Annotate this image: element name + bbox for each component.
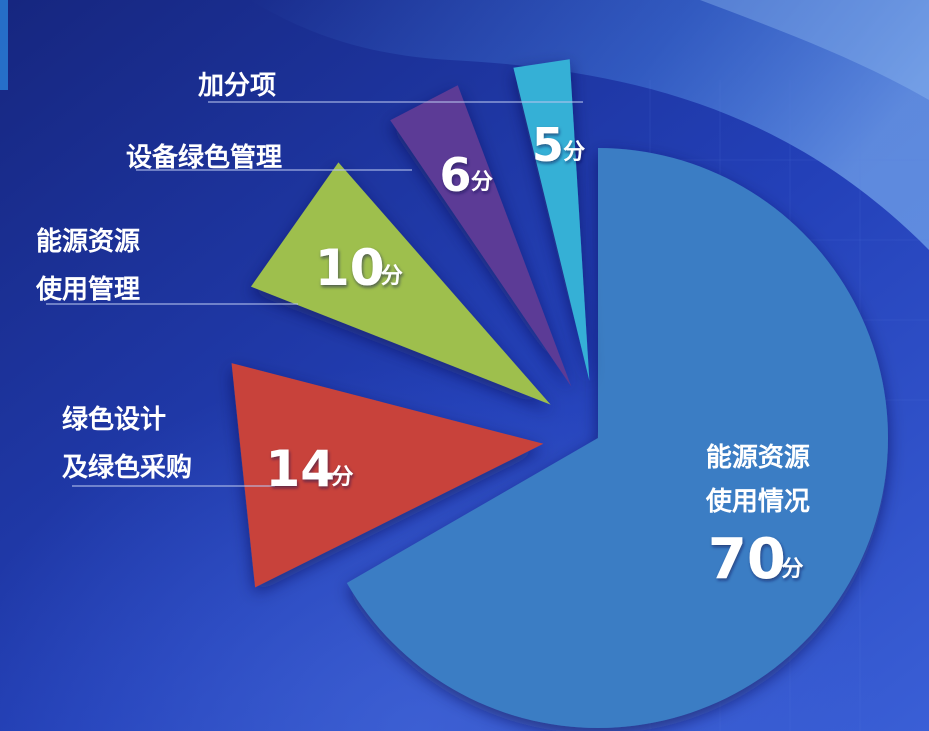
leader-lines <box>46 101 583 487</box>
pie-slice-1 <box>346 148 888 728</box>
slice-label-3-line-1: 能源资源 <box>36 226 140 257</box>
slice-value-4: 6 <box>440 148 472 202</box>
slice-label-4-line-1: 设备绿色管理 <box>126 142 282 173</box>
slice-label-2-line-1: 绿色设计 <box>62 404 166 435</box>
pie-slices <box>231 59 888 728</box>
slice-value-5: 5 <box>532 118 564 172</box>
slice-unit-5: 分 <box>563 140 585 165</box>
slice-value-2: 14 <box>266 440 336 498</box>
slice-label-1-line-2: 使用情况 <box>705 487 810 517</box>
slice-value-1: 70 <box>708 527 786 592</box>
slice-label-5-line-1: 加分项 <box>198 71 276 101</box>
slice-value-3: 10 <box>315 239 385 297</box>
slice-unit-2: 分 <box>331 465 353 490</box>
pie-slice-2 <box>231 363 544 588</box>
pie-slice-4 <box>390 85 572 387</box>
slice-unit-1: 分 <box>781 557 803 582</box>
slice-label-1-line-1: 能源资源 <box>706 442 810 473</box>
slice-unit-4: 分 <box>471 170 493 195</box>
pie-slice-3 <box>250 162 551 405</box>
slice-unit-3: 分 <box>381 264 403 289</box>
pie-slice-5 <box>513 59 590 381</box>
slice-label-3-line-2: 使用管理 <box>35 275 140 305</box>
slice-label-2-line-2: 及绿色采购 <box>62 452 192 483</box>
